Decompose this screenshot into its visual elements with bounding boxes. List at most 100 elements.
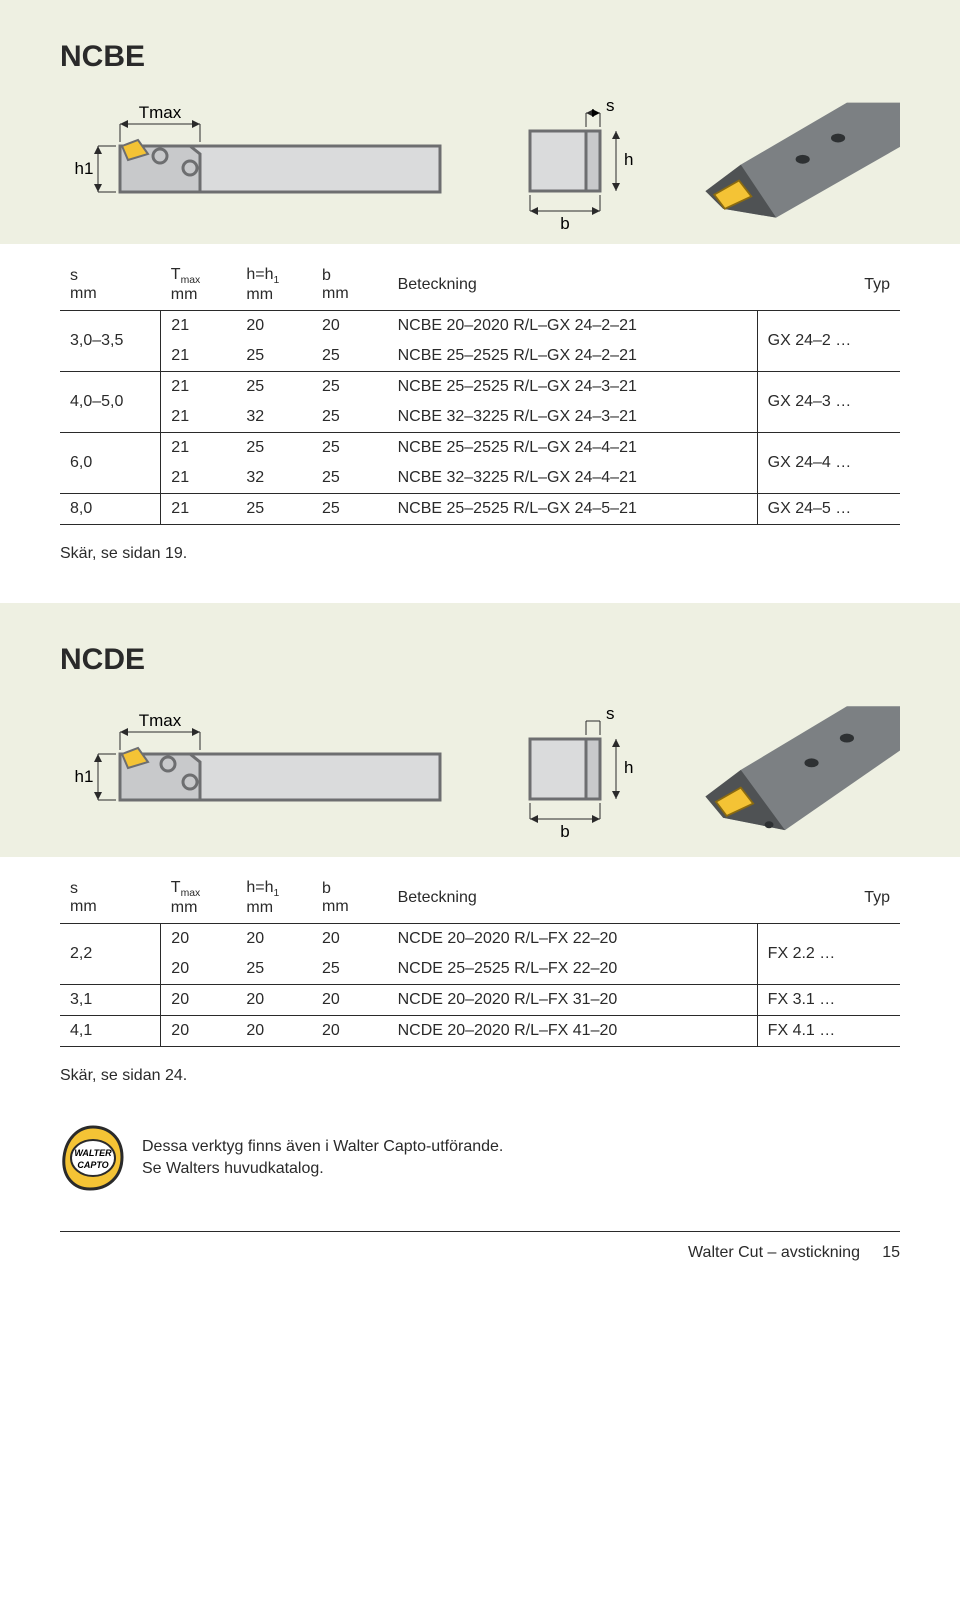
cell-b: 25: [312, 402, 388, 433]
cell-tmax: 21: [161, 463, 237, 494]
svg-text:WALTER: WALTER: [74, 1148, 112, 1158]
cell-b: 25: [312, 433, 388, 464]
ncde-note: Skär, se sidan 24.: [60, 1067, 900, 1085]
cell-hh1: 20: [236, 985, 312, 1016]
ncde-table-head: smm Tmaxmm h=h1mm bmm Beteckning Typ: [60, 873, 900, 924]
cell-s: 4,1: [60, 1016, 161, 1047]
ncbe-render: [670, 94, 900, 244]
cell-b: 20: [312, 924, 388, 955]
table-row: 8,0212525NCBE 25–2525 R/L–GX 24–5–21GX 2…: [60, 494, 900, 525]
svg-text:CAPTO: CAPTO: [77, 1160, 108, 1170]
ncde-table: smm Tmaxmm h=h1mm bmm Beteckning Typ 2,2…: [60, 873, 900, 1047]
table-row: 2,2202020NCDE 20–2020 R/L–FX 22–20FX 2.2…: [60, 924, 900, 955]
capto-footer-text: Dessa verktyg finns även i Walter Capto-…: [142, 1136, 503, 1181]
cell-desc: NCBE 32–3225 R/L–GX 24–3–21: [388, 402, 758, 433]
cell-s: 3,0–3,5: [60, 311, 161, 372]
cell-desc: NCBE 25–2525 R/L–GX 24–2–21: [388, 341, 758, 372]
ncbe-side-drawing: Tmax h1: [60, 104, 460, 234]
ncde-end-drawing: s h b: [490, 707, 640, 847]
table-row: 4,0–5,0212525NCBE 25–2525 R/L–GX 24–3–21…: [60, 372, 900, 403]
svg-text:h1: h1: [75, 159, 94, 178]
ncbe-note: Skär, se sidan 19.: [60, 545, 900, 563]
svg-text:s: s: [606, 99, 615, 115]
cell-b: 25: [312, 463, 388, 494]
walter-capto-badge-icon: WALTER CAPTO: [60, 1125, 126, 1191]
cell-s: 2,2: [60, 924, 161, 985]
cell-b: 20: [312, 1016, 388, 1047]
ncde-band: NCDE Tmax h1 s h b: [0, 603, 960, 857]
cell-b: 25: [312, 494, 388, 525]
page-footer: Walter Cut – avstickning 15: [60, 1231, 900, 1282]
ncbe-title: NCBE: [60, 40, 900, 74]
cell-b: 25: [312, 341, 388, 372]
cell-tmax: 21: [161, 372, 237, 403]
ncde-title: NCDE: [60, 643, 900, 677]
cell-tmax: 20: [161, 1016, 237, 1047]
ncde-diagrams: Tmax h1 s h b: [60, 697, 900, 857]
cell-tmax: 21: [161, 311, 237, 342]
cell-typ: GX 24–2 …: [757, 311, 900, 372]
cell-hh1: 32: [236, 463, 312, 494]
cell-typ: FX 3.1 …: [757, 985, 900, 1016]
ncde-table-block: smm Tmaxmm h=h1mm bmm Beteckning Typ 2,2…: [0, 863, 960, 1125]
cell-hh1: 25: [236, 433, 312, 464]
cell-desc: NCBE 20–2020 R/L–GX 24–2–21: [388, 311, 758, 342]
cell-desc: NCDE 25–2525 R/L–FX 22–20: [388, 954, 758, 985]
cell-hh1: 25: [236, 494, 312, 525]
svg-text:s: s: [606, 707, 615, 723]
svg-text:h1: h1: [75, 767, 94, 786]
ncbe-table-block: smm Tmaxmm h=h1mm bmm Beteckning Typ 3,0…: [0, 250, 960, 603]
ncde-side-drawing: Tmax h1: [60, 712, 460, 842]
capto-footer: WALTER CAPTO Dessa verktyg finns även i …: [0, 1125, 960, 1211]
cell-typ: FX 4.1 …: [757, 1016, 900, 1047]
cell-desc: NCBE 25–2525 R/L–GX 24–3–21: [388, 372, 758, 403]
cell-typ: GX 24–4 …: [757, 433, 900, 494]
cell-tmax: 21: [161, 402, 237, 433]
cell-desc: NCBE 25–2525 R/L–GX 24–5–21: [388, 494, 758, 525]
cell-tmax: 21: [161, 341, 237, 372]
cell-b: 20: [312, 311, 388, 342]
cell-tmax: 21: [161, 494, 237, 525]
table-row: 6,0212525NCBE 25–2525 R/L–GX 24–4–21GX 2…: [60, 433, 900, 464]
cell-desc: NCDE 20–2020 R/L–FX 41–20: [388, 1016, 758, 1047]
cell-desc: NCDE 20–2020 R/L–FX 31–20: [388, 985, 758, 1016]
cell-typ: GX 24–5 …: [757, 494, 900, 525]
cell-s: 8,0: [60, 494, 161, 525]
table-row: 4,1202020NCDE 20–2020 R/L–FX 41–20FX 4.1…: [60, 1016, 900, 1047]
ncbe-table: smm Tmaxmm h=h1mm bmm Beteckning Typ 3,0…: [60, 260, 900, 525]
table-row: 3,1202020NCDE 20–2020 R/L–FX 31–20FX 3.1…: [60, 985, 900, 1016]
cell-s: 3,1: [60, 985, 161, 1016]
ncbe-table-head: smm Tmaxmm h=h1mm bmm Beteckning Typ: [60, 260, 900, 311]
page-footer-number: 15: [882, 1244, 900, 1261]
cell-hh1: 20: [236, 924, 312, 955]
cell-hh1: 20: [236, 1016, 312, 1047]
cell-desc: NCDE 20–2020 R/L–FX 22–20: [388, 924, 758, 955]
cell-tmax: 21: [161, 433, 237, 464]
ncbe-band: NCBE Tmax h1 s: [0, 0, 960, 244]
cell-hh1: 25: [236, 954, 312, 985]
ncde-render: [670, 697, 900, 857]
svg-text:Tmax: Tmax: [139, 104, 182, 122]
cell-b: 25: [312, 372, 388, 403]
cell-b: 25: [312, 954, 388, 985]
cell-tmax: 20: [161, 954, 237, 985]
cell-hh1: 25: [236, 372, 312, 403]
cell-hh1: 32: [236, 402, 312, 433]
svg-text:b: b: [560, 214, 569, 233]
cell-b: 20: [312, 985, 388, 1016]
ncbe-diagrams: Tmax h1 s h b: [60, 94, 900, 244]
cell-s: 4,0–5,0: [60, 372, 161, 433]
cell-hh1: 20: [236, 311, 312, 342]
svg-text:h: h: [624, 150, 633, 169]
cell-typ: FX 2.2 …: [757, 924, 900, 985]
cell-tmax: 20: [161, 924, 237, 955]
cell-s: 6,0: [60, 433, 161, 494]
svg-text:h: h: [624, 758, 633, 777]
ncbe-end-drawing: s h b: [490, 99, 640, 239]
cell-tmax: 20: [161, 985, 237, 1016]
cell-typ: GX 24–3 …: [757, 372, 900, 433]
cell-hh1: 25: [236, 341, 312, 372]
table-row: 3,0–3,5212020NCBE 20–2020 R/L–GX 24–2–21…: [60, 311, 900, 342]
cell-desc: NCBE 25–2525 R/L–GX 24–4–21: [388, 433, 758, 464]
svg-text:Tmax: Tmax: [139, 712, 182, 730]
